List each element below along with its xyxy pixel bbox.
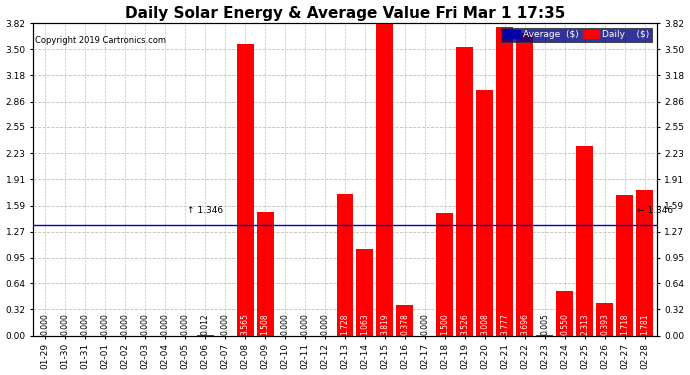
Text: 0.012: 0.012 [201, 313, 210, 335]
Text: 1.728: 1.728 [340, 313, 350, 335]
Text: 0.000: 0.000 [141, 313, 150, 335]
Text: 0.000: 0.000 [101, 313, 110, 335]
Bar [337, 194, 353, 336]
Text: 0.000: 0.000 [61, 313, 70, 335]
Bar [436, 213, 453, 336]
Bar [636, 190, 653, 336]
Bar [516, 33, 533, 336]
Text: 1.508: 1.508 [261, 313, 270, 335]
Text: 0.000: 0.000 [121, 313, 130, 335]
Text: 2.313: 2.313 [580, 313, 589, 335]
Text: 3.819: 3.819 [380, 313, 389, 335]
Bar [237, 44, 254, 336]
Text: 0.000: 0.000 [301, 313, 310, 335]
Text: 0.550: 0.550 [560, 313, 569, 335]
Bar [616, 195, 633, 336]
Text: ← 1.346: ← 1.346 [637, 206, 673, 215]
Text: 3.565: 3.565 [241, 313, 250, 335]
Text: 0.378: 0.378 [400, 313, 409, 335]
Text: Copyright 2019 Cartronics.com: Copyright 2019 Cartronics.com [35, 36, 166, 45]
Bar [456, 47, 473, 336]
Text: 3.008: 3.008 [480, 313, 489, 335]
Title: Daily Solar Energy & Average Value Fri Mar 1 17:35: Daily Solar Energy & Average Value Fri M… [125, 6, 565, 21]
Text: 0.000: 0.000 [41, 313, 50, 335]
Text: 0.005: 0.005 [540, 313, 549, 335]
Text: 0.000: 0.000 [161, 313, 170, 335]
Bar [377, 23, 393, 336]
Bar [357, 249, 373, 336]
Text: 0.000: 0.000 [281, 313, 290, 335]
Text: ↑ 1.346: ↑ 1.346 [187, 206, 223, 215]
Text: 1.500: 1.500 [440, 313, 449, 335]
Text: 0.000: 0.000 [81, 313, 90, 335]
Bar [397, 304, 413, 336]
Text: 0.000: 0.000 [221, 313, 230, 335]
Bar [536, 335, 553, 336]
Bar [197, 334, 214, 336]
Bar [556, 291, 573, 336]
Text: 1.063: 1.063 [360, 313, 369, 335]
Bar [576, 146, 593, 336]
Bar [257, 212, 273, 336]
Text: 0.000: 0.000 [181, 313, 190, 335]
Text: 3.696: 3.696 [520, 313, 529, 335]
Text: 3.526: 3.526 [460, 313, 469, 335]
Bar [476, 90, 493, 336]
Bar [596, 303, 613, 336]
Text: 1.718: 1.718 [620, 313, 629, 335]
Text: 0.000: 0.000 [420, 313, 429, 335]
Text: 1.781: 1.781 [640, 313, 649, 335]
Legend: Average  ($), Daily    ($): Average ($), Daily ($) [502, 28, 652, 42]
Text: 3.777: 3.777 [500, 313, 509, 335]
Text: 0.393: 0.393 [600, 313, 609, 335]
Bar [496, 27, 513, 336]
Text: 0.000: 0.000 [321, 313, 330, 335]
